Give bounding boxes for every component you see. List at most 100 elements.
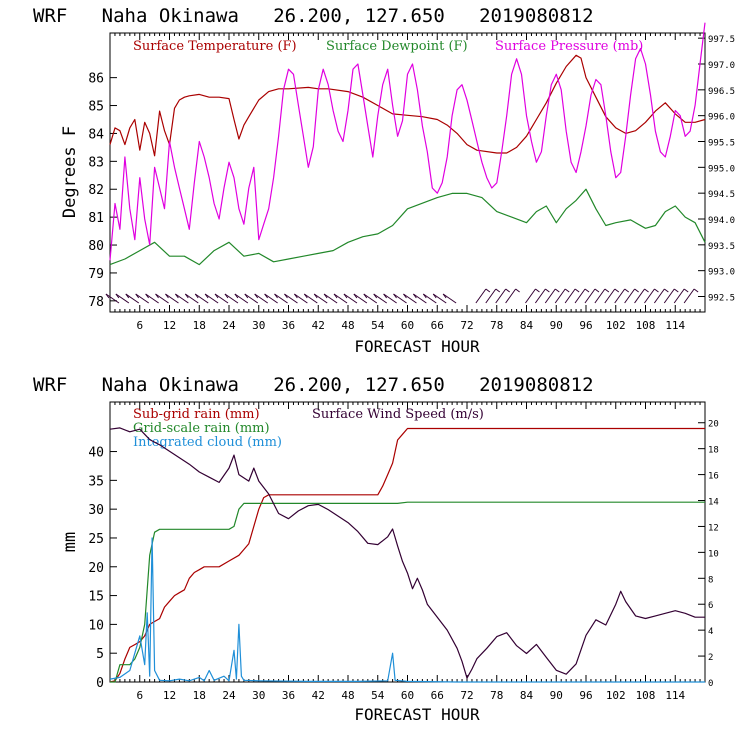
top-y-tick-label: 81 [88,211,104,226]
top-x-tick-label: 36 [282,319,295,332]
wind-barb [663,288,675,304]
wind-barb [653,288,665,304]
wind-barb-feather [323,293,328,299]
wind-barb-feather [174,293,179,299]
wind-barb-feather [693,288,699,293]
wind-barb-feather [145,293,150,299]
wind-barb [644,288,655,304]
top-x-tick-label: 108 [636,319,656,332]
bottom-y-tick-label: 30 [88,503,104,518]
legend-pressure: Surface Pressure (mb) [495,39,643,54]
bottom-y2-tick-label: 4 [708,627,713,637]
wind-barb-feather [485,288,491,293]
bottom-x-tick-label: 66 [431,689,444,702]
top-y2-tick-label: 993.5 [708,242,735,252]
wind-barb [224,293,239,304]
wind-barb [574,288,586,304]
bottom-y-axis-label: mm [60,532,80,552]
wind-barb-feather [495,288,501,293]
top-y2-tick-label: 996.5 [708,87,735,97]
wind-barb [584,288,596,304]
top-x-tick-label: 48 [341,319,354,332]
legend-gridscale-rain: Grid-scale rain (mm) [133,421,270,436]
wind-barb [323,293,338,304]
wind-barb [544,288,556,304]
wind-barb-feather [673,288,679,293]
bottom-x-tick-label: 36 [282,689,295,702]
bottom-panel-title: WRF Naha Okinawa 26.200, 127.650 2019080… [33,374,594,396]
bottom-x-tick-label: 102 [606,689,626,702]
wind-barb [313,293,328,304]
bottom-y2-tick-label: 6 [708,601,713,611]
wind-barb [442,293,457,304]
wind-barb [393,293,407,304]
wind-barb [145,293,159,304]
chart-marks-group: 6 12 18 24 30 36 42 48 54 60 66 72 78 84 90 96 102 108 114… [88,22,735,702]
top-y2-tick-label: 994.0 [708,216,735,226]
wind-barb [403,293,417,304]
wind-barb-feather [303,293,308,299]
bottom-x-tick-label: 90 [550,689,563,702]
top-y-tick-label: 86 [88,72,104,87]
wind-barb-feather [564,288,570,293]
top-x-tick-label: 84 [520,319,534,332]
bottom-y2-tick-label: 10 [708,549,719,559]
top-y-tick-label: 85 [88,100,104,115]
wind-barb-feather [115,293,120,299]
wind-barb-feather [165,293,169,299]
bottom-x-tick-label: 48 [341,689,354,702]
wind-barb-feather [194,293,199,299]
wind-barb-feather [594,288,600,293]
wind-barb-feather [105,293,110,299]
top-y-tick-label: 80 [88,239,104,254]
wind-barb [683,288,695,304]
top-y-tick-label: 84 [88,127,104,142]
wind-barb-feather [313,293,318,299]
wind-barb-feather [214,293,219,299]
top-y2-tick-label: 995.5 [708,139,735,149]
legend-cloud: Integrated cloud (mm) [133,435,282,450]
wind-barb [534,288,546,304]
bottom-y-tick-label: 40 [88,446,104,461]
wind-barb-feather [584,288,590,293]
wind-barb [353,293,368,304]
wind-barb [274,293,288,304]
wind-barb-feather [234,293,239,299]
top-x-tick-label: 102 [606,319,626,332]
bottom-y-tick-label: 35 [88,474,104,489]
wind-barb-feather [422,293,427,299]
wind-barb [432,293,447,304]
wind-barb-feather [244,293,249,299]
top-x-tick-label: 72 [460,319,473,332]
gridscale-rain-line [110,501,705,683]
bottom-y-tick-label: 20 [88,561,104,576]
bottom-y-tick-label: 25 [88,532,104,547]
top-x-tick-label: 60 [401,319,414,332]
legend-temperature: Surface Temperature (F) [133,39,297,54]
top-x-tick-label: 96 [579,319,592,332]
wind-barb-feather [135,293,140,299]
wind-barb [333,293,348,304]
cloud-line [109,537,705,683]
top-y2-tick-label: 996.0 [708,113,735,123]
wind-barb [373,293,387,304]
wind-barb-feather [515,288,520,293]
bottom-y2-tick-label: 8 [708,575,713,585]
wind-barb [554,288,566,304]
wind-barb [294,293,308,304]
wind-barb-feather [293,293,298,299]
top-x-tick-label: 18 [193,319,206,332]
wind-barb [185,293,199,304]
wind-barb-feather [442,293,447,299]
top-y2-tick-label: 997.5 [708,35,735,45]
top-x-tick-label: 24 [222,319,236,332]
top-x-tick-label: 66 [431,319,444,332]
wind-barb-feather [125,293,130,299]
wind-barb-feather [333,293,338,299]
wind-barb-feather [654,288,659,293]
top-y2-tick-label: 992.5 [708,294,735,304]
wind-barb-feather [634,288,639,293]
wind-barb [125,293,140,304]
wind-barb [604,288,616,304]
